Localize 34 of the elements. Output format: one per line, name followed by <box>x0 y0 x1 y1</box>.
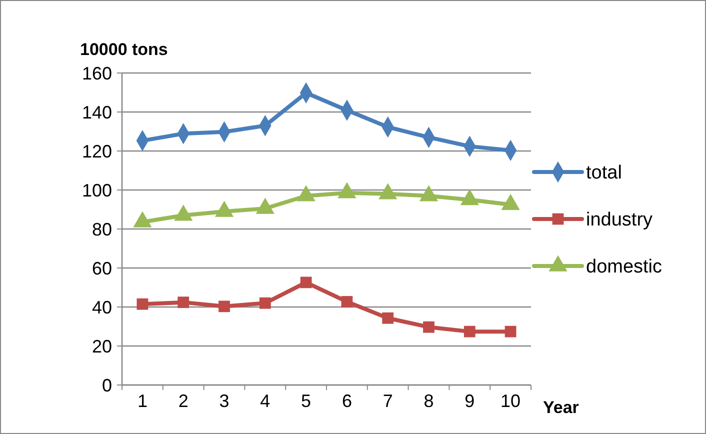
y-tick-label: 100 <box>82 180 112 200</box>
x-tick-label: 6 <box>342 391 352 411</box>
point <box>136 298 148 310</box>
point <box>423 321 434 333</box>
legend-label: total <box>586 162 622 184</box>
x-tick-label: 7 <box>382 391 393 411</box>
x-tick-label: 2 <box>178 391 188 411</box>
legend-label: domestic <box>586 256 662 278</box>
point <box>464 326 476 338</box>
point <box>341 296 353 308</box>
y-tick-label: 140 <box>82 102 112 122</box>
x-tick-label: 9 <box>464 391 475 411</box>
y-tick-label: 0 <box>102 375 112 396</box>
x-tick-label: 5 <box>301 391 312 411</box>
y-tick-label: 120 <box>82 141 112 162</box>
x-tick-label: 8 <box>424 391 434 411</box>
y-tick-label: 40 <box>92 297 112 318</box>
legend-label: industry <box>586 210 654 231</box>
x-tick-label: 4 <box>260 391 270 411</box>
point <box>259 297 271 309</box>
point <box>178 296 190 308</box>
point <box>504 326 516 338</box>
y-axis-title: 10000 tons <box>80 40 168 59</box>
x-axis-title: Year <box>543 398 580 417</box>
x-tick-label: 1 <box>137 391 148 411</box>
x-tick-label: 3 <box>219 391 230 411</box>
y-tick-label: 80 <box>92 219 112 240</box>
point <box>300 276 312 288</box>
y-tick-label: 160 <box>82 63 112 84</box>
point <box>382 312 394 324</box>
point <box>218 300 230 312</box>
y-tick-label: 20 <box>92 336 112 356</box>
x-tick-label: 10 <box>500 391 521 411</box>
y-tick-label: 60 <box>92 258 112 278</box>
